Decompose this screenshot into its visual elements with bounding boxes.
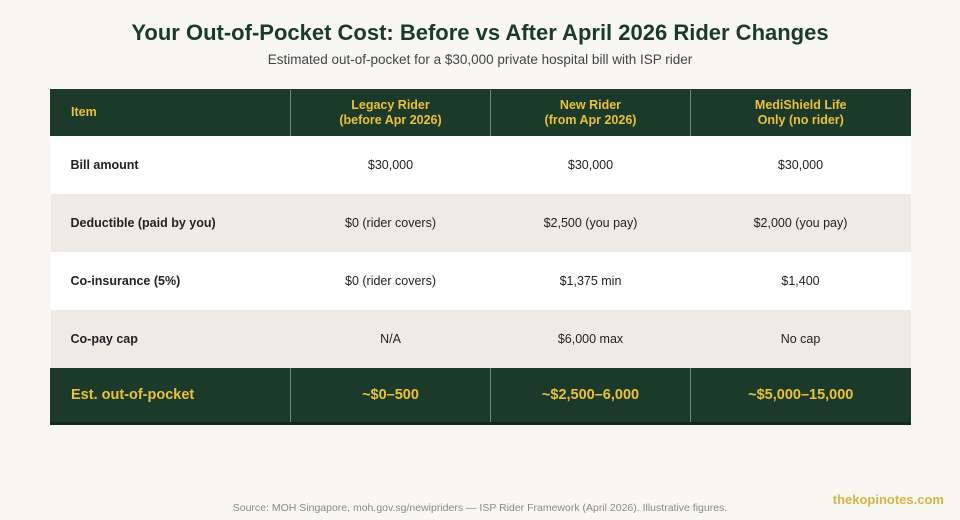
comparison-table: Item Legacy Rider (before Apr 2026) New … <box>50 89 911 425</box>
cell-new-rider: $2,500 (you pay) <box>543 215 638 230</box>
header-new-rider-line-1: New Rider <box>559 97 622 112</box>
header-item-line-1: Item <box>71 105 97 120</box>
header-legacy-rider-line-2: (before Apr 2026) <box>339 112 442 127</box>
cell-new-rider: $1,375 min <box>559 273 622 288</box>
cell-medishield-only: $1,400 <box>781 273 820 288</box>
header-legacy-rider-line-1: Legacy Rider <box>351 97 430 112</box>
header-row: Item Legacy Rider (before Apr 2026) New … <box>50 89 911 136</box>
cell-legacy-rider: $0 (rider covers) <box>345 273 436 288</box>
source-note: Source: MOH Singapore, moh.gov.sg/newipr… <box>232 502 728 514</box>
row-label: Co-insurance (5%) <box>70 273 181 288</box>
row-label: Deductible (paid by you) <box>70 215 216 230</box>
cell-legacy-rider: N/A <box>380 331 401 346</box>
total-medishield-only: ~$5,000–15,000 <box>690 367 911 425</box>
chart-title: Your Out-of-Pocket Cost: Before vs After… <box>131 20 829 45</box>
total-legacy-rider: ~$0–500 <box>290 367 491 425</box>
total-new-rider: ~$2,500–6,000 <box>490 367 691 425</box>
cell-legacy-rider: $30,000 <box>367 157 414 172</box>
cell-new-rider: $6,000 max <box>557 331 624 346</box>
cell-legacy-rider: $0 (rider covers) <box>345 215 436 230</box>
header-item: Item <box>50 89 291 136</box>
cell-medishield-only: $30,000 <box>777 157 824 172</box>
header-medishield-only-line-2: Only (no rider) <box>757 112 844 127</box>
brand-watermark: thekopinotes.com <box>832 492 944 507</box>
cell-new-rider: $30,000 <box>567 157 614 172</box>
row-label: Bill amount <box>70 157 139 172</box>
header-legacy-rider: Legacy Rider (before Apr 2026) <box>290 89 491 136</box>
header-new-rider-line-2: (from Apr 2026) <box>544 112 637 127</box>
table-row: Deductible (paid by you) $0 (rider cover… <box>50 193 911 252</box>
header-new-rider: New Rider (from Apr 2026) <box>490 89 691 136</box>
table-row: Co-pay cap N/A $6,000 max No cap <box>50 309 911 368</box>
total-row-label: Est. out-of-pocket <box>50 367 291 425</box>
table-row: Bill amount $30,000 $30,000 $30,000 <box>50 135 911 194</box>
total-row: Est. out-of-pocket ~$0–500 ~$2,500–6,000… <box>50 367 911 425</box>
table-row: Co-insurance (5%) $0 (rider covers) $1,3… <box>50 251 911 310</box>
header-medishield-only: MediShield Life Only (no rider) <box>690 89 911 136</box>
row-label: Co-pay cap <box>70 331 138 346</box>
cell-medishield-only: $2,000 (you pay) <box>753 215 848 230</box>
cell-medishield-only: No cap <box>780 331 821 346</box>
chart-subtitle: Estimated out-of-pocket for a $30,000 pr… <box>267 52 693 67</box>
header-medishield-only-line-1: MediShield Life <box>754 97 847 112</box>
